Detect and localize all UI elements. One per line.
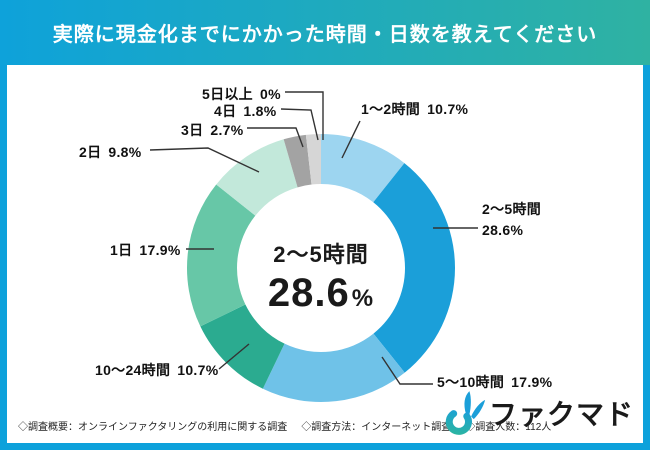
center-value: 28.6% xyxy=(221,271,421,316)
segment-label-text: 4日 xyxy=(214,103,237,119)
segment-label-pct: 2.7% xyxy=(210,122,244,138)
segment-label-10-24h: 10〜24時間 10.7% xyxy=(95,360,218,380)
segment-label-pct: 17.9% xyxy=(511,374,553,390)
center-label-text: 2〜5時間 xyxy=(273,242,369,267)
segment-label-text: 10〜24時間 xyxy=(95,362,171,378)
segment-label-text: 3日 xyxy=(181,122,204,138)
segment-label-text: 2日 xyxy=(79,144,102,160)
survey-note-method: ◇調査方法：インターネット調査 xyxy=(301,422,452,433)
segment-label-text: 5日以上 xyxy=(202,86,253,102)
chart-title: 実際に現金化までにかかった時間・日数を教えてください xyxy=(52,24,598,46)
segment-label-pct: 28.6% xyxy=(482,222,524,238)
segment-label-pct: 1.8% xyxy=(243,103,277,119)
hand-ok-icon xyxy=(445,391,486,435)
center-percent-sign: % xyxy=(351,285,375,312)
survey-notes: ◇調査概要：オンラインファクタリングの利用に関する調査 ◇調査方法：インターネッ… xyxy=(18,418,551,433)
segment-label-4d: 4日 1.8% xyxy=(214,101,277,121)
fakumado-logo: ファクマド xyxy=(444,389,634,437)
donut-center-callout: 2〜5時間 28.6% xyxy=(221,237,421,316)
segment-label-1d: 1日 17.9% xyxy=(110,240,181,260)
segment-label-5-10h: 5〜10時間 17.9% xyxy=(437,372,552,392)
segment-label-pct: 10.7% xyxy=(177,362,219,378)
segment-label-2d: 2日 9.8% xyxy=(79,142,142,162)
segment-label-1-2h: 1〜2時間 10.7% xyxy=(361,99,468,119)
chart-title-bar: 実際に現金化までにかかった時間・日数を教えてください xyxy=(0,0,650,65)
segment-label-3d: 3日 2.7% xyxy=(181,120,244,140)
segment-label-2-5h: 2〜5時間 28.6% xyxy=(482,199,582,241)
segment-label-pct: 0% xyxy=(260,86,281,102)
segment-label-pct: 9.8% xyxy=(108,144,142,160)
segment-label-pct: 17.9% xyxy=(139,242,181,258)
segment-label-text: 5〜10時間 xyxy=(437,374,505,390)
survey-note-count: ◇調査人数：112人 xyxy=(465,422,552,433)
segment-label-text: 1〜2時間 xyxy=(361,101,421,117)
segment-label-text: 2〜5時間 xyxy=(482,201,542,217)
segment-label-5d-plus: 5日以上 0% xyxy=(202,84,281,104)
center-value-number: 28.6 xyxy=(267,271,350,315)
segment-label-pct: 10.7% xyxy=(427,101,469,117)
segment-label-text: 1日 xyxy=(110,242,133,258)
survey-note-overview: ◇調査概要：オンラインファクタリングの利用に関する調査 xyxy=(18,422,288,433)
logo-text: ファクマド xyxy=(488,399,634,430)
